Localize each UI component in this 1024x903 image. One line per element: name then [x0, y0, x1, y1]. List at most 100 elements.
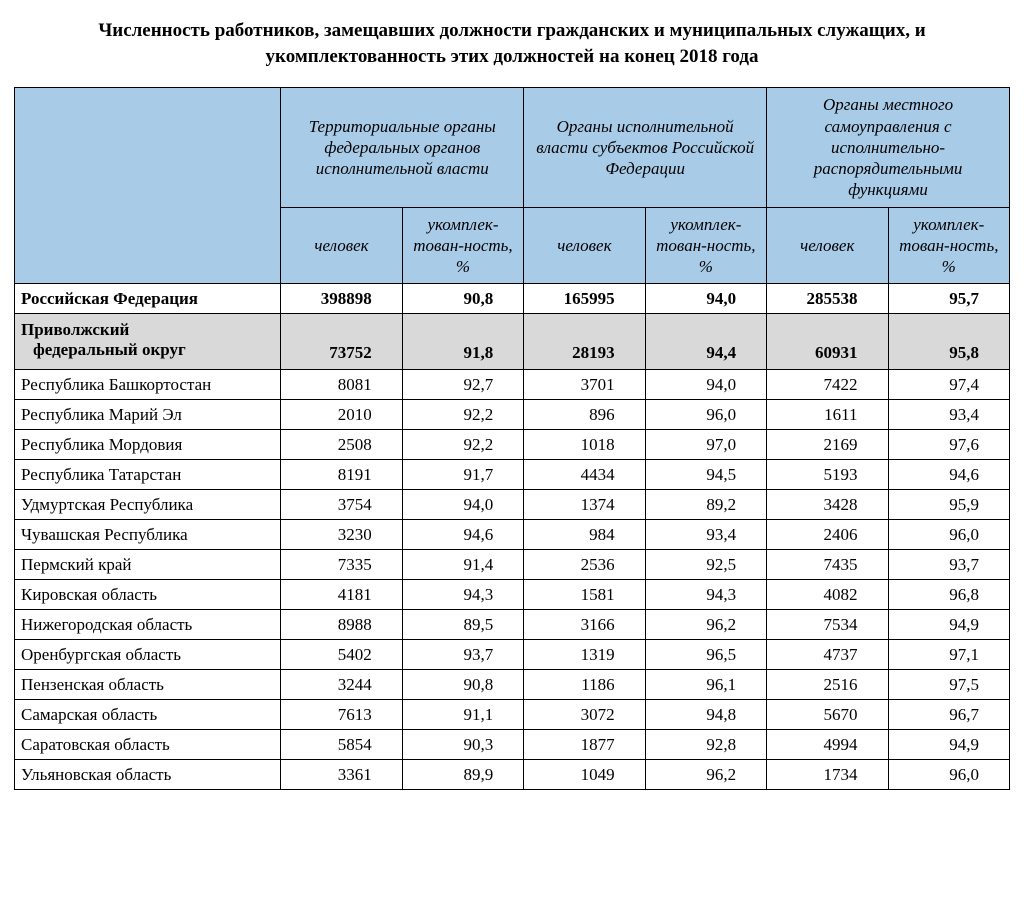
cell-value: 95,8	[888, 314, 1009, 370]
cell-value: 96,1	[645, 670, 766, 700]
table-row: Пермский край733591,4253692,5743593,7	[15, 550, 1010, 580]
region-name: Республика Мордовия	[15, 430, 281, 460]
table-row: Ульяновская область336189,9104996,217349…	[15, 760, 1010, 790]
header-people: человек	[767, 207, 888, 284]
cell-value: 97,4	[888, 370, 1009, 400]
cell-value: 96,0	[888, 760, 1009, 790]
cell-value: 94,6	[888, 460, 1009, 490]
region-name: Ульяновская область	[15, 760, 281, 790]
header-pct: укомплек-тован-ность, %	[888, 207, 1009, 284]
cell-value: 2169	[767, 430, 888, 460]
cell-value: 60931	[767, 314, 888, 370]
table-row: Чувашская Республика323094,698493,424069…	[15, 520, 1010, 550]
cell-value: 3428	[767, 490, 888, 520]
cell-value: 96,0	[645, 400, 766, 430]
header-region-blank	[15, 88, 281, 284]
region-name: Оренбургская область	[15, 640, 281, 670]
region-name: Республика Башкортостан	[15, 370, 281, 400]
cell-value: 96,2	[645, 610, 766, 640]
region-name: Пензенская область	[15, 670, 281, 700]
table-row: Удмуртская Республика375494,0137489,2342…	[15, 490, 1010, 520]
cell-value: 94,3	[402, 580, 523, 610]
cell-value: 3166	[524, 610, 645, 640]
table-row: Республика Татарстан819191,7443494,55193…	[15, 460, 1010, 490]
cell-value: 94,6	[402, 520, 523, 550]
cell-value: 1319	[524, 640, 645, 670]
header-group-3: Органы местного самоуправления с исполни…	[767, 88, 1010, 207]
header-people: человек	[524, 207, 645, 284]
cell-value: 1018	[524, 430, 645, 460]
cell-value: 89,2	[645, 490, 766, 520]
cell-value: 1877	[524, 730, 645, 760]
region-name: Чувашская Республика	[15, 520, 281, 550]
header-group-2: Органы исполнительной власти субъектов Р…	[524, 88, 767, 207]
cell-value: 93,7	[402, 640, 523, 670]
data-table: Территориальные органы федеральных орган…	[14, 87, 1010, 790]
cell-value: 94,0	[645, 284, 766, 314]
cell-value: 4082	[767, 580, 888, 610]
cell-value: 984	[524, 520, 645, 550]
cell-value: 2010	[281, 400, 402, 430]
cell-value: 8191	[281, 460, 402, 490]
cell-value: 2536	[524, 550, 645, 580]
cell-value: 8081	[281, 370, 402, 400]
header-group-1: Территориальные органы федеральных орган…	[281, 88, 524, 207]
region-name: Республика Марий Эл	[15, 400, 281, 430]
cell-value: 7335	[281, 550, 402, 580]
table-row: Республика Башкортостан808192,7370194,07…	[15, 370, 1010, 400]
cell-value: 95,9	[888, 490, 1009, 520]
cell-value: 91,7	[402, 460, 523, 490]
cell-value: 92,2	[402, 430, 523, 460]
cell-value: 5854	[281, 730, 402, 760]
cell-value: 92,7	[402, 370, 523, 400]
region-name: Пермский край	[15, 550, 281, 580]
cell-value: 97,6	[888, 430, 1009, 460]
cell-value: 28193	[524, 314, 645, 370]
cell-value: 90,8	[402, 670, 523, 700]
cell-value: 7435	[767, 550, 888, 580]
cell-value: 93,4	[645, 520, 766, 550]
cell-value: 94,0	[645, 370, 766, 400]
region-name: Саратовская область	[15, 730, 281, 760]
cell-value: 4737	[767, 640, 888, 670]
region-name: Самарская область	[15, 700, 281, 730]
cell-value: 896	[524, 400, 645, 430]
table-row: Самарская область761391,1307294,8567096,…	[15, 700, 1010, 730]
cell-value: 97,1	[888, 640, 1009, 670]
cell-value: 97,0	[645, 430, 766, 460]
cell-value: 96,8	[888, 580, 1009, 610]
cell-value: 5670	[767, 700, 888, 730]
cell-value: 94,9	[888, 610, 1009, 640]
table-row: Республика Мордовия250892,2101897,021699…	[15, 430, 1010, 460]
region-name: Приволжскийфедеральный округ	[15, 314, 281, 370]
cell-value: 90,3	[402, 730, 523, 760]
cell-value: 3244	[281, 670, 402, 700]
cell-value: 5402	[281, 640, 402, 670]
cell-value: 4434	[524, 460, 645, 490]
cell-value: 2516	[767, 670, 888, 700]
cell-value: 398898	[281, 284, 402, 314]
cell-value: 92,8	[645, 730, 766, 760]
cell-value: 96,7	[888, 700, 1009, 730]
cell-value: 2508	[281, 430, 402, 460]
cell-value: 97,5	[888, 670, 1009, 700]
cell-value: 96,0	[888, 520, 1009, 550]
cell-value: 95,7	[888, 284, 1009, 314]
header-pct: укомплек-тован-ность, %	[645, 207, 766, 284]
header-people: человек	[281, 207, 402, 284]
cell-value: 89,5	[402, 610, 523, 640]
cell-value: 3361	[281, 760, 402, 790]
cell-value: 94,0	[402, 490, 523, 520]
table-row: Оренбургская область540293,7131996,54737…	[15, 640, 1010, 670]
cell-value: 93,7	[888, 550, 1009, 580]
cell-value: 8988	[281, 610, 402, 640]
cell-value: 96,5	[645, 640, 766, 670]
region-name: Нижегородская область	[15, 610, 281, 640]
header-pct: укомплек-тован-ность, %	[402, 207, 523, 284]
cell-value: 92,2	[402, 400, 523, 430]
cell-value: 3754	[281, 490, 402, 520]
table-row: Республика Марий Эл201092,289696,0161193…	[15, 400, 1010, 430]
cell-value: 91,1	[402, 700, 523, 730]
cell-value: 92,5	[645, 550, 766, 580]
cell-value: 1374	[524, 490, 645, 520]
